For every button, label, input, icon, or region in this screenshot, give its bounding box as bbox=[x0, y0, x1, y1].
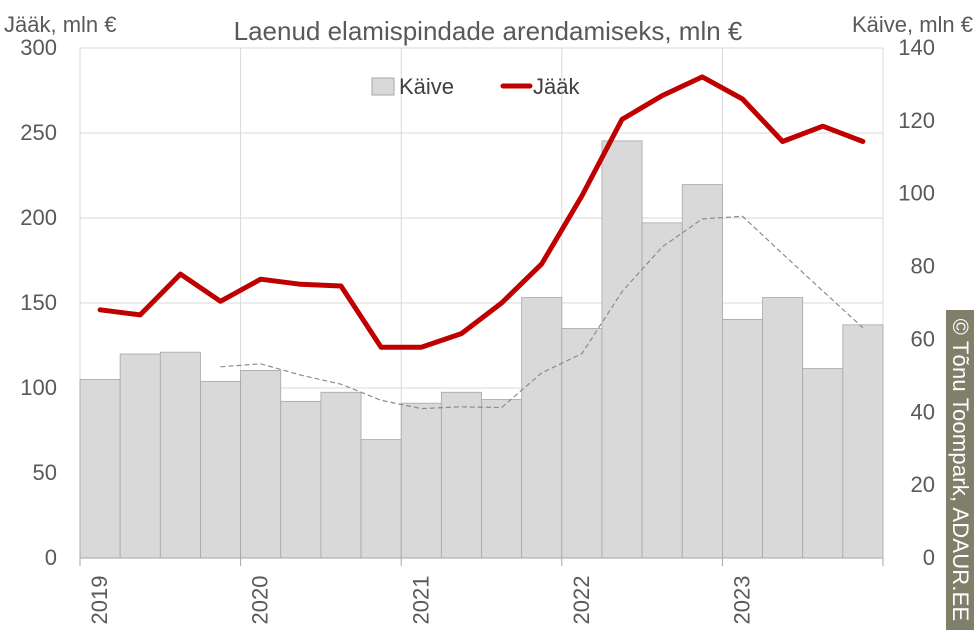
kaive-bar bbox=[200, 380, 241, 559]
watermark-text: © Tõnu Toompark, ADAUR.EE bbox=[948, 318, 973, 622]
y-right-tick-label: 100 bbox=[898, 181, 935, 206]
y-left-tick-labels: 0 50 100 150 200 250 300 bbox=[20, 35, 57, 570]
kaive-bar bbox=[722, 318, 763, 559]
y-right-tick-label: 40 bbox=[911, 399, 935, 424]
legend-kaive-swatch bbox=[371, 77, 395, 96]
x-tick-label: 2020 bbox=[248, 576, 273, 625]
kaive-bar bbox=[400, 402, 442, 559]
x-tick-labels: 2019 2020 2021 2022 2023 bbox=[87, 576, 754, 625]
trend-dashed-line bbox=[220, 215, 864, 410]
legend-jaak-label: Jääk bbox=[533, 74, 580, 99]
kaive-bar bbox=[79, 379, 121, 559]
kaive-bar bbox=[440, 391, 482, 559]
legend-kaive-label: Käive bbox=[399, 74, 454, 99]
x-tick-label: 2021 bbox=[408, 576, 433, 625]
jaak-line bbox=[97, 74, 866, 350]
kaive-bar bbox=[119, 353, 161, 559]
y-right-tick-label: 80 bbox=[911, 254, 935, 279]
kaive-bar bbox=[481, 399, 523, 559]
chart-title: Laenud elamispindade arendamiseks, mln € bbox=[234, 16, 743, 46]
kaive-bar bbox=[802, 368, 844, 559]
y-right-tick-label: 140 bbox=[898, 35, 935, 60]
y-right-tick-label: 0 bbox=[923, 545, 935, 570]
kaive-bar bbox=[521, 297, 563, 559]
kaive-bar bbox=[280, 400, 322, 559]
kaive-bar bbox=[360, 439, 402, 559]
kaive-bar bbox=[320, 391, 362, 559]
y-right-tick-label: 120 bbox=[898, 108, 935, 133]
x-axis-ticks bbox=[79, 558, 884, 566]
y-left-tick-label: 50 bbox=[33, 460, 57, 485]
kaive-bar bbox=[240, 369, 282, 559]
y-right-tick-label: 20 bbox=[911, 472, 935, 497]
kaive-bar bbox=[159, 351, 201, 559]
x-tick-label: 2022 bbox=[569, 576, 594, 625]
kaive-bar bbox=[762, 297, 804, 559]
y-left-axis-label: Jääk, mln € bbox=[4, 12, 117, 37]
kaive-bar bbox=[561, 328, 603, 559]
kaive-bar bbox=[681, 184, 723, 559]
y-left-tick-label: 300 bbox=[20, 35, 57, 60]
watermark-box bbox=[946, 310, 974, 630]
y-left-tick-label: 250 bbox=[20, 120, 57, 145]
y-left-tick-label: 100 bbox=[20, 375, 57, 400]
y-right-tick-labels: 0 20 40 60 80 100 120 140 bbox=[898, 35, 935, 570]
kaive-bars bbox=[79, 140, 884, 559]
y-left-tick-label: 200 bbox=[20, 205, 57, 230]
kaive-bar bbox=[842, 324, 884, 559]
y-left-tick-label: 150 bbox=[20, 290, 57, 315]
y-left-tick-label: 0 bbox=[45, 545, 57, 570]
kaive-bar bbox=[641, 222, 683, 559]
y-right-tick-label: 60 bbox=[911, 326, 935, 351]
kaive-bar bbox=[601, 140, 643, 559]
x-tick-label: 2023 bbox=[729, 576, 754, 625]
x-tick-label: 2019 bbox=[87, 576, 112, 625]
y-right-axis-label: Käive, mln € bbox=[852, 12, 973, 37]
legend: Käive Jääk bbox=[371, 74, 580, 99]
